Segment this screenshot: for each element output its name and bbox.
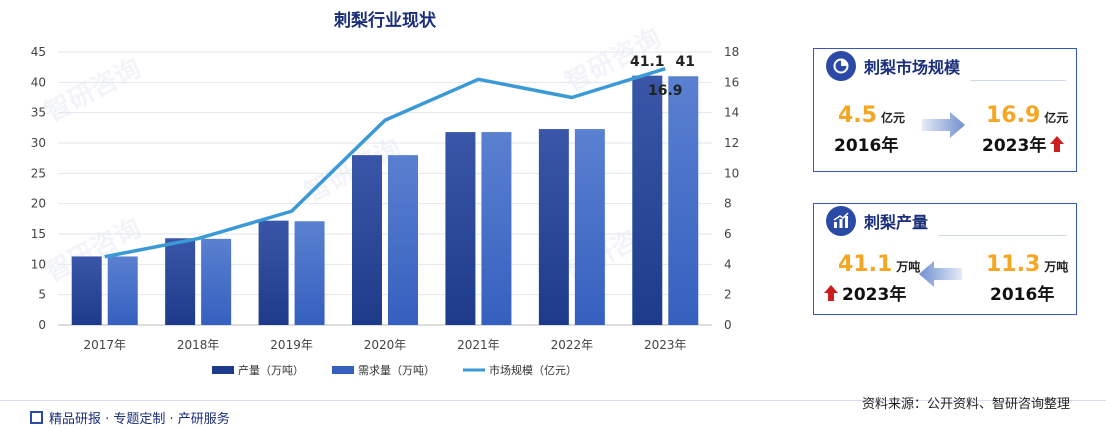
- y-left-tick-label: 15: [31, 227, 46, 241]
- pie-chart-icon: [826, 51, 856, 81]
- production-card-title: 刺梨产量: [864, 213, 929, 232]
- x-tick-label: 2019年: [270, 338, 313, 352]
- footer-source: 资料来源：公开资料、智研咨询整理: [861, 397, 1070, 412]
- bar-demand: [388, 155, 418, 325]
- arrow-left-icon: [918, 260, 962, 292]
- y-right-tick-label: 2: [724, 288, 732, 302]
- market-size-card: 刺梨市场规模 4.5 亿元 2016年 16.9 亿元 2023年: [813, 48, 1077, 172]
- arrow-up-icon: [824, 284, 838, 301]
- legend-swatch: [212, 366, 234, 374]
- y-left-tick-label: 35: [31, 106, 46, 120]
- production-right-year: 2016年: [990, 285, 1055, 305]
- y-right-tick-label: 6: [724, 227, 732, 241]
- legend-label: 需求量（万吨）: [358, 364, 435, 377]
- arrow-right-icon: [922, 111, 966, 143]
- market-from-unit: 亿元: [880, 111, 905, 125]
- legend-label: 产量（万吨）: [238, 363, 304, 377]
- bar-production: [538, 129, 569, 325]
- legend-label: 市场规模（亿元）: [489, 363, 577, 377]
- x-tick-label: 2020年: [364, 338, 407, 352]
- bar-demand: [574, 129, 605, 325]
- market-to-value-block: 16.9 亿元: [986, 103, 1068, 128]
- data-label-market-2023: 16.9: [648, 83, 683, 99]
- footer-tagline: 精品研报 · 专题定制 · 产研服务: [30, 408, 230, 427]
- market-from-year: 2016年: [834, 136, 899, 156]
- production-left-unit: 万吨: [896, 260, 921, 274]
- x-tick-label: 2017年: [83, 338, 126, 352]
- bar-demand: [107, 256, 138, 325]
- y-left-tick-label: 5: [38, 288, 46, 302]
- production-left-year: 2023年: [842, 285, 907, 305]
- production-card-header: 刺梨产量: [814, 204, 1076, 238]
- chart-title: 刺梨行业现状: [334, 10, 437, 31]
- bar-production: [632, 75, 663, 325]
- legend-swatch: [332, 366, 354, 374]
- logo-mark-icon: [30, 411, 43, 424]
- production-right-value-block: 11.3 万吨: [986, 252, 1068, 277]
- market-to-year: 2023年: [982, 136, 1047, 156]
- bar-production: [445, 132, 476, 325]
- footer-tagline-text: 精品研报 · 专题定制 · 产研服务: [49, 412, 230, 427]
- data-label-production-2023: 41.1: [630, 54, 665, 70]
- production-card: 刺梨产量 41.1 万吨 2023年 11.3 万吨 2016年: [813, 203, 1077, 315]
- market-size-card-header: 刺梨市场规模: [814, 49, 1076, 83]
- market-size-card-title: 刺梨市场规模: [864, 58, 961, 77]
- bar-demand: [201, 238, 232, 325]
- market-from-value: 4.5: [838, 103, 877, 128]
- bar-production: [352, 155, 382, 325]
- production-right-value: 11.3: [986, 252, 1041, 277]
- y-right-tick-label: 10: [724, 166, 739, 180]
- bar-demand: [481, 132, 512, 325]
- chart: 刺梨行业现状 0 5 10 15 20 25 30 35 40 45 0 2 4 6 8 10 12 14 16 1…: [31, 10, 740, 377]
- bar-demand: [668, 76, 699, 326]
- bar-chart-icon: [826, 206, 856, 236]
- y-right-tick-label: 16: [724, 75, 739, 89]
- bar-production: [165, 238, 196, 325]
- x-tick-label: 2022年: [551, 338, 594, 352]
- market-to-year-block: 2023年: [982, 131, 1065, 156]
- y-right-tick-label: 4: [724, 257, 732, 271]
- y-right-tick-label: 14: [724, 106, 739, 120]
- bar-demand: [294, 221, 325, 325]
- data-label-demand-2023: 41: [676, 54, 695, 70]
- bar-production: [71, 256, 102, 325]
- y-right-tick-label: 18: [724, 45, 739, 59]
- y-right-tick-label: 0: [724, 318, 732, 332]
- y-left-tick-label: 45: [31, 45, 46, 59]
- y-left-tick-label: 30: [31, 136, 46, 150]
- x-tick-label: 2021年: [457, 338, 500, 352]
- y-left-tick-label: 20: [31, 197, 46, 211]
- production-left-value: 41.1: [838, 252, 893, 277]
- market-to-unit: 亿元: [1044, 111, 1069, 125]
- bar-production: [258, 220, 289, 325]
- x-tick-label: 2023年: [644, 338, 687, 352]
- y-left-tick-label: 10: [31, 257, 46, 271]
- footer-divider: [0, 400, 1106, 401]
- y-left-tick-label: 0: [38, 318, 46, 332]
- arrow-up-icon: [1050, 135, 1065, 152]
- x-tick-label: 2018年: [177, 338, 220, 352]
- y-left-tick-label: 40: [31, 75, 46, 89]
- production-left-year-block: 2023年: [824, 280, 906, 305]
- production-right-unit: 万吨: [1044, 260, 1069, 274]
- y-right-tick-label: 8: [724, 197, 732, 211]
- market-to-value: 16.9: [986, 103, 1041, 128]
- y-left-tick-label: 25: [31, 166, 46, 180]
- market-from-value-block: 4.5 亿元: [838, 103, 905, 128]
- y-right-tick-label: 12: [724, 136, 739, 150]
- production-left-value-block: 41.1 万吨: [838, 252, 920, 277]
